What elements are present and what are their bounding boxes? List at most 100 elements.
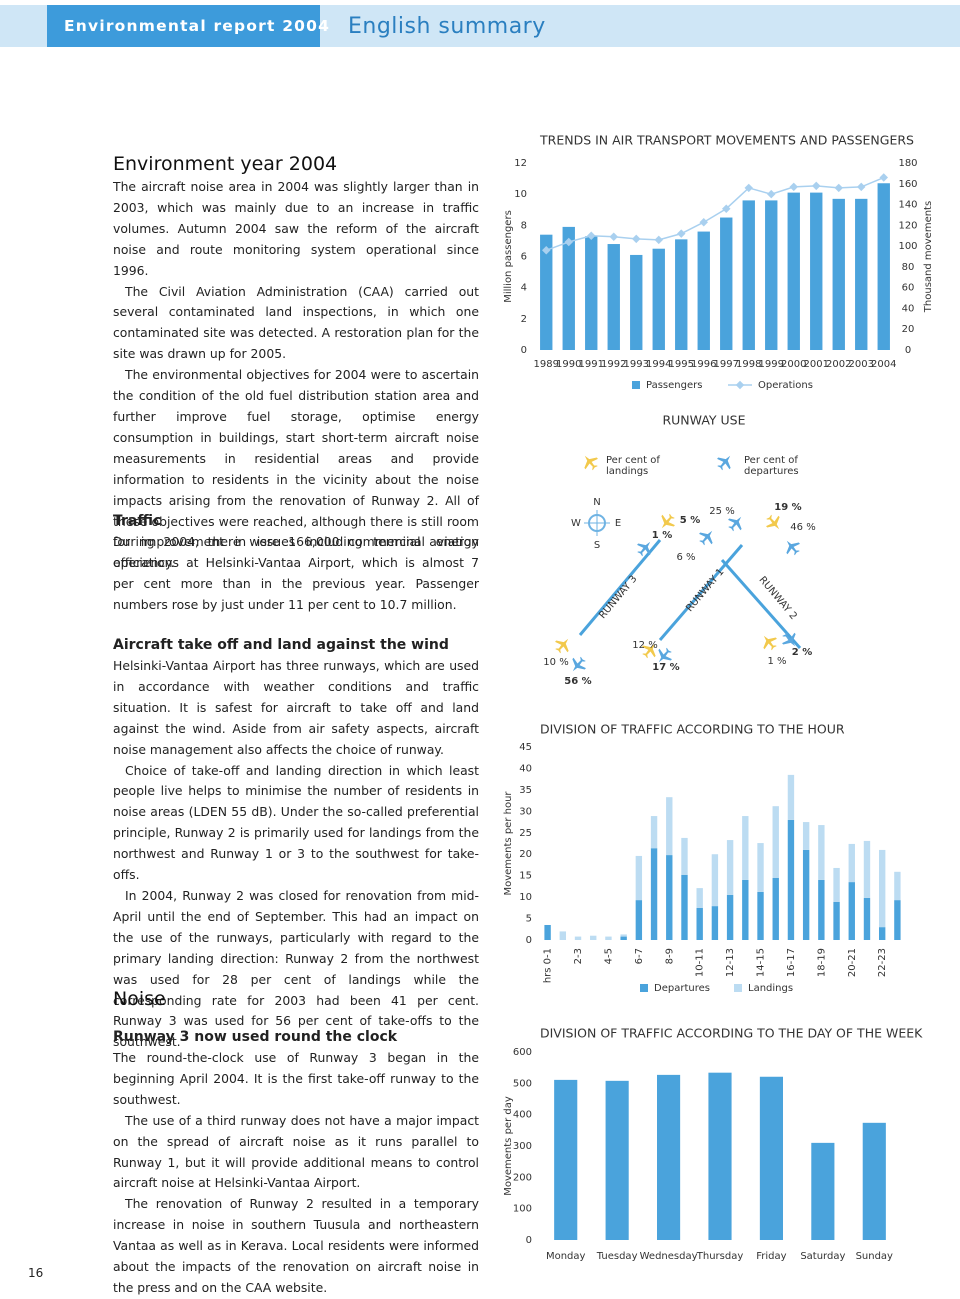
bar: [818, 879, 825, 940]
legend-label: Operations: [758, 380, 813, 391]
bar: [559, 931, 567, 940]
bar: [697, 231, 710, 350]
legend-icon: [578, 450, 602, 474]
x-tick-label: 1990: [556, 359, 581, 370]
y2-tick-label: 0: [905, 345, 911, 356]
line-marker: [789, 182, 798, 192]
bar: [630, 254, 643, 350]
percent-label: 10 %: [543, 657, 568, 668]
header-title: Environmental report 2004: [64, 17, 331, 35]
percent-label: 5 %: [680, 515, 700, 526]
section: Environment year 2004 The aircraft noise…: [113, 151, 479, 574]
line-marker: [654, 235, 663, 245]
plane-icon: [566, 653, 590, 677]
x-tick-label: Monday: [546, 1251, 586, 1262]
bar: [635, 855, 643, 901]
y2-tick-label: 140: [898, 200, 917, 211]
header-subtitle: English summary: [348, 14, 546, 39]
bar: [742, 200, 755, 350]
bar: [726, 840, 734, 895]
percent-label: 25 %: [709, 506, 734, 517]
plane-icon: [551, 633, 575, 657]
bar: [652, 248, 665, 350]
bar: [696, 888, 703, 908]
bar: [757, 843, 764, 892]
percent-label: 6 %: [676, 552, 695, 563]
paragraph: Choice of take-off and landing direction…: [113, 762, 479, 883]
paragraph: During 2004, there were 166,000 commerci…: [113, 534, 479, 612]
runway-label: RUNWAY 3: [597, 574, 639, 622]
bar: [726, 894, 734, 940]
y-tick-label: 500: [513, 1078, 532, 1089]
bar: [711, 854, 719, 907]
x-tick-label: 12-13: [725, 948, 736, 977]
line-marker: [609, 232, 618, 242]
y2-tick-label: 60: [902, 283, 915, 294]
x-tick-label: 1999: [759, 359, 784, 370]
compass-label: S: [594, 540, 600, 551]
bar: [720, 217, 733, 350]
bar: [848, 882, 855, 940]
bar: [620, 936, 627, 940]
y-tick-label: 40: [519, 763, 532, 774]
y-tick-label: 10: [519, 892, 532, 903]
percent-label: 56 %: [564, 676, 591, 687]
bar: [833, 867, 840, 902]
bar: [650, 848, 658, 940]
chart-title: TRENDS IN AIR TRANSPORT MOVEMENTS AND PA…: [539, 133, 914, 148]
bar: [759, 1076, 783, 1240]
y-tick-label: 6: [521, 252, 527, 263]
bar: [742, 879, 749, 940]
bar: [574, 936, 582, 940]
bar: [802, 822, 810, 850]
compass-label: E: [615, 518, 621, 529]
y-tick-label: 0: [526, 1235, 532, 1246]
y-tick-label: 45: [519, 742, 532, 753]
x-tick-label: 22-23: [877, 948, 888, 977]
x-tick-label: 14-15: [756, 948, 767, 977]
bar: [605, 936, 612, 940]
line-marker: [879, 173, 888, 182]
bar: [650, 816, 658, 849]
x-tick-label: 1998: [736, 359, 761, 370]
bar: [657, 1074, 681, 1240]
section: Noise Runway 3 now used round the clock …: [113, 986, 479, 1299]
x-tick-label: 20-21: [847, 948, 858, 977]
x-tick-label: 2001: [804, 359, 829, 370]
y-tick-label: 5: [526, 914, 532, 925]
bar: [878, 927, 886, 940]
y-tick-label: 2: [521, 314, 527, 325]
paragraph: The Civil Aviation Administration (CAA) …: [113, 283, 479, 362]
bar: [544, 924, 551, 940]
x-tick-label: 2000: [781, 359, 806, 370]
bar: [810, 192, 823, 350]
percent-label: 1 %: [767, 656, 786, 667]
legend-label: Departures: [654, 983, 710, 994]
x-tick-label: 1995: [669, 359, 694, 370]
x-tick-label: 18-19: [816, 948, 827, 977]
percent-label: 19 %: [774, 502, 801, 513]
runway-label: RUNWAY 2: [756, 575, 798, 623]
bar: [877, 183, 890, 350]
bar: [894, 871, 901, 901]
y2-tick-label: 160: [898, 179, 917, 190]
x-tick-label: Tuesday: [596, 1251, 638, 1262]
bar: [863, 897, 871, 940]
runway: [578, 539, 662, 636]
legend-icon: [713, 450, 737, 474]
x-tick-label: 6-7: [634, 948, 645, 964]
x-tick-label: 2002: [826, 359, 851, 370]
bar: [811, 1142, 835, 1240]
bar: [833, 901, 840, 940]
bar: [711, 906, 719, 940]
y-tick-label: 8: [521, 220, 527, 231]
y-tick-label: 35: [519, 785, 532, 796]
x-tick-label: Thursday: [696, 1251, 744, 1262]
bar: [620, 934, 627, 937]
y-tick-label: 600: [513, 1047, 532, 1058]
x-tick-label: 8-9: [664, 948, 675, 964]
compass-label: N: [593, 497, 600, 508]
heading: Environment year 2004: [113, 153, 338, 175]
runway: [658, 544, 744, 641]
